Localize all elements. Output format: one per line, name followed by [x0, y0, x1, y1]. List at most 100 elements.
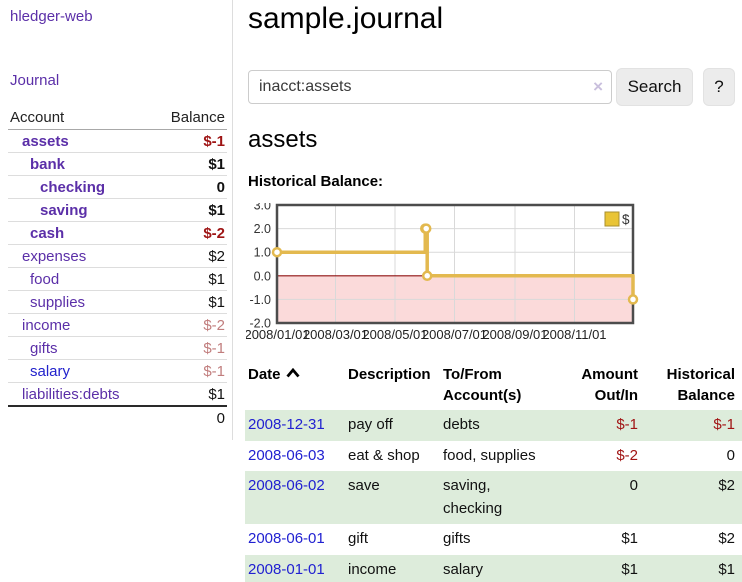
- transaction-amount: $-2: [616, 446, 638, 464]
- account-row-assets: assets $-1: [8, 130, 227, 153]
- transaction-date-link[interactable]: 2008-01-01: [248, 560, 325, 578]
- account-row-cash: cash $-2: [8, 221, 227, 245]
- accounts-total-value: 0: [152, 405, 227, 429]
- account-link-food[interactable]: food: [30, 270, 60, 288]
- sidebar: hledger-web Journal Account Balance asse…: [0, 0, 233, 440]
- search-input[interactable]: [249, 71, 611, 103]
- transaction-accounts: food, supplies: [443, 446, 536, 464]
- account-row-checking: checking 0: [8, 175, 227, 199]
- transaction-balance: $2: [718, 530, 735, 547]
- account-row-salary: salary $-1: [8, 359, 227, 383]
- transaction-date-link[interactable]: 2008-06-01: [248, 530, 325, 547]
- svg-text:1.0: 1.0: [254, 246, 271, 260]
- transaction-description: eat & shop: [348, 446, 420, 464]
- svg-text:2008/01/01: 2008/01/01: [246, 327, 310, 342]
- register-header-row: Date Description To/From Account(s) Amou…: [245, 360, 742, 410]
- account-balance: $1: [152, 267, 227, 291]
- svg-text:-1.0: -1.0: [249, 293, 271, 307]
- svg-text:2008/05/01: 2008/05/01: [362, 327, 427, 342]
- account-link-expenses[interactable]: expenses: [22, 247, 87, 265]
- search-button[interactable]: Search: [616, 68, 693, 106]
- register-header-date[interactable]: Date: [245, 360, 345, 410]
- account-balance: $-1: [152, 336, 227, 360]
- svg-text:3.0: 3.0: [254, 203, 271, 213]
- search-box: ×: [248, 70, 612, 104]
- accounts-total-row: 0: [8, 405, 227, 429]
- register-row: 2008-06-02 save saving, checking 0 $2: [245, 471, 742, 524]
- register-row: 2008-06-03 eat & shop food, supplies $-2…: [245, 441, 742, 472]
- account-link-assets[interactable]: assets: [22, 132, 69, 150]
- accounts-header-balance: Balance: [152, 106, 227, 130]
- transaction-accounts: debts: [440, 410, 545, 441]
- accounts-tree: Account Balance assets $-1 bank $1 check…: [8, 106, 227, 429]
- svg-text:2008/09/01: 2008/09/01: [482, 327, 547, 342]
- account-link-liabilities-debts[interactable]: liabilities:debts: [22, 385, 120, 403]
- account-balance: $2: [152, 244, 227, 268]
- account-link-salary[interactable]: salary: [30, 362, 71, 380]
- account-row-supplies: supplies $1: [8, 290, 227, 314]
- account-page-title: assets: [248, 126, 318, 153]
- transaction-amount: $1: [621, 530, 638, 547]
- register-header-description: Description: [348, 366, 431, 383]
- account-link-checking[interactable]: checking: [40, 178, 106, 196]
- clear-search-icon[interactable]: ×: [593, 77, 603, 96]
- register-header-accounts: To/From Account(s): [443, 366, 522, 404]
- account-link-income[interactable]: income: [22, 316, 71, 334]
- account-row-expenses: expenses $2: [8, 244, 227, 268]
- transaction-description: gift: [348, 530, 369, 547]
- transaction-description: save: [345, 471, 440, 524]
- account-balance: $-2: [152, 313, 227, 337]
- balance-chart-svg: 3.0 2.0 1.0 0.0 -1.0 -2.02008/01/012008/03/01…: [244, 199, 639, 342]
- sidebar-item-journal[interactable]: Journal: [10, 72, 60, 89]
- account-row-gifts: gifts $-1: [8, 336, 227, 360]
- svg-text:$: $: [622, 212, 630, 227]
- account-row-liabilities-debts: liabilities:debts $1: [8, 382, 227, 406]
- historical-balance-chart: 3.0 2.0 1.0 0.0 -1.0 -2.0 2008/01/01 2008/03/01…: [244, 199, 686, 351]
- account-balance: 0: [152, 175, 227, 199]
- svg-text:2008/07/01: 2008/07/01: [422, 327, 487, 342]
- account-row-food: food $1: [8, 267, 227, 291]
- transaction-date-link[interactable]: 2008-06-02: [248, 477, 325, 494]
- register-row: 2008-12-31 pay off debts $-1 $-1: [245, 410, 742, 441]
- account-row-income: income $-2: [8, 313, 227, 337]
- page-title: sample.journal: [248, 2, 444, 35]
- account-link-cash[interactable]: cash: [30, 224, 65, 242]
- account-balance: $-1: [203, 132, 225, 150]
- help-button[interactable]: ?: [703, 68, 735, 106]
- account-balance: $-1: [152, 359, 227, 383]
- register-row: 2008-01-01 income salary $1 $1: [245, 554, 742, 582]
- transaction-balance: $2: [641, 471, 742, 524]
- account-row-saving: saving $1: [8, 198, 227, 222]
- transaction-amount: 0: [545, 471, 641, 524]
- date-header-label: Date: [248, 366, 281, 383]
- brand-link[interactable]: hledger-web: [10, 8, 93, 25]
- account-balance: $1: [152, 290, 227, 314]
- account-balance: $-2: [152, 221, 227, 245]
- transaction-description: pay off: [345, 410, 440, 441]
- svg-text:2.0: 2.0: [254, 222, 271, 236]
- account-link-gifts[interactable]: gifts: [30, 339, 58, 357]
- accounts-header-account: Account: [8, 106, 153, 130]
- account-link-bank[interactable]: bank: [30, 155, 66, 173]
- transaction-accounts: gifts: [443, 530, 471, 547]
- sort-ascending-icon: [285, 367, 300, 378]
- register-row: 2008-06-01 gift gifts $1 $2: [245, 524, 742, 555]
- account-balance: $1: [152, 152, 227, 176]
- account-link-saving[interactable]: saving: [40, 201, 88, 219]
- transaction-amount: $-1: [545, 410, 641, 441]
- transaction-description: income: [345, 554, 440, 582]
- transaction-amount: $1: [545, 554, 641, 582]
- transaction-accounts: saving, checking: [440, 471, 545, 524]
- chart-title: Historical Balance:: [248, 173, 384, 190]
- svg-text:2008/03/01: 2008/03/01: [303, 327, 368, 342]
- account-link-supplies[interactable]: supplies: [30, 293, 86, 311]
- register-table: Date Description To/From Account(s) Amou…: [245, 360, 742, 582]
- account-balance: $1: [152, 382, 227, 406]
- transaction-balance: $1: [641, 554, 742, 582]
- transaction-date-link[interactable]: 2008-06-03: [248, 446, 325, 464]
- svg-text:2008/11/01: 2008/11/01: [542, 327, 606, 342]
- svg-text:0.0: 0.0: [254, 269, 271, 283]
- account-row-bank: bank $1: [8, 152, 227, 176]
- transaction-balance: $-1: [641, 410, 742, 441]
- transaction-date-link[interactable]: 2008-12-31: [248, 416, 325, 433]
